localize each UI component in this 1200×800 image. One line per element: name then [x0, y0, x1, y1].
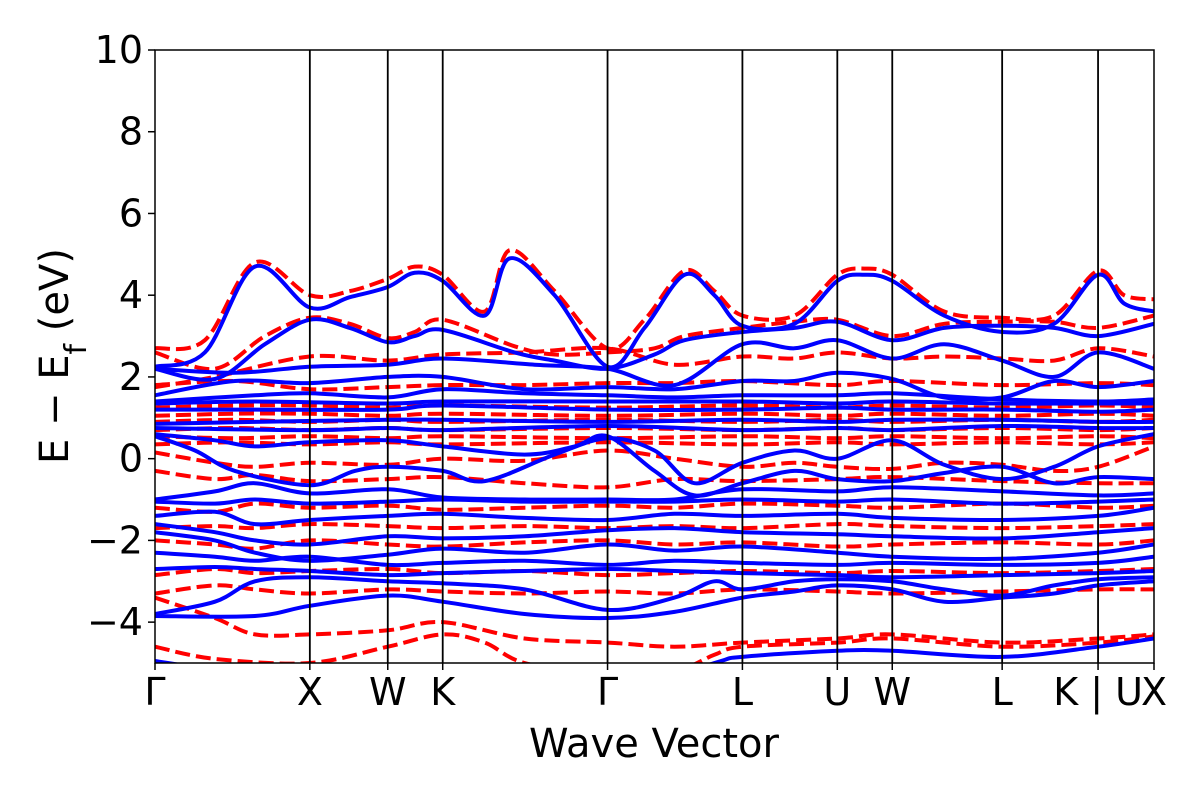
- band-solid: [155, 256, 1154, 370]
- band-solid: [155, 370, 1154, 402]
- y-tick-label: 4: [119, 273, 143, 317]
- band-solid: [155, 565, 1154, 580]
- band-solid: [155, 432, 1154, 498]
- band-dashed: [155, 583, 1154, 596]
- x-tick-label: X: [297, 670, 323, 714]
- band-solid: [155, 403, 1154, 414]
- band-solid: [155, 522, 1154, 547]
- x-tick-label: Γ: [597, 670, 618, 714]
- y-axis-label-sub: f: [59, 342, 94, 354]
- band-solid: [155, 417, 1154, 426]
- band-dashed: [155, 248, 1154, 352]
- band-solid: [155, 399, 1154, 406]
- y-axis-label-unit: (eV): [32, 248, 78, 344]
- band-solid: [155, 317, 1154, 382]
- y-tick-label: −2: [87, 518, 143, 562]
- x-tick-label: U: [823, 670, 851, 714]
- band-solid: [155, 636, 1154, 663]
- band-solid: [155, 423, 1154, 433]
- band-solid: [155, 497, 1154, 506]
- x-tick-label: K: [430, 670, 456, 714]
- bands-layer: [155, 248, 1154, 663]
- band-dashed: [155, 595, 1154, 649]
- band-dashed: [155, 403, 1154, 410]
- band-dashed: [155, 411, 1154, 418]
- y-tick-label: −4: [87, 600, 143, 644]
- band-dashed: [155, 468, 1154, 490]
- y-axis-label-main: E − E: [32, 354, 78, 464]
- x-axis-label: Wave Vector: [529, 721, 780, 767]
- y-axis-label: E − Ef (eV): [32, 248, 94, 464]
- band-solid: [155, 387, 1154, 404]
- band-solid: [155, 505, 1154, 527]
- band-solid: [155, 338, 1154, 388]
- band-dashed: [155, 434, 1154, 441]
- band-dashed: [155, 522, 1154, 531]
- band-solid: [155, 432, 1154, 488]
- y-tick-label: 8: [119, 110, 143, 154]
- y-tick-label: 2: [119, 355, 143, 399]
- x-tick-label: Γ: [144, 670, 165, 714]
- y-tick-label: 10: [95, 28, 143, 72]
- y-axis: −4 −2 0 2 4 6 8 10: [87, 28, 155, 644]
- band-dashed: [155, 632, 1154, 663]
- x-tick-label: X: [1141, 670, 1167, 714]
- x-tick-label: W: [873, 670, 911, 714]
- plot-frame: [154, 49, 1155, 664]
- x-tick-label: L: [992, 670, 1013, 714]
- band-solid: [155, 579, 1154, 621]
- kpoint-lines: [308, 50, 1099, 663]
- band-dashed: [155, 313, 1154, 372]
- band-solid: [155, 481, 1154, 503]
- y-tick-label: 0: [119, 437, 143, 481]
- band-solid: [155, 550, 1154, 568]
- x-tick-label: K | U: [1053, 670, 1143, 715]
- x-tick-label: L: [732, 670, 753, 714]
- x-tick-label: W: [369, 670, 407, 714]
- y-tick-label: 6: [119, 191, 143, 235]
- band-dashed: [155, 566, 1154, 578]
